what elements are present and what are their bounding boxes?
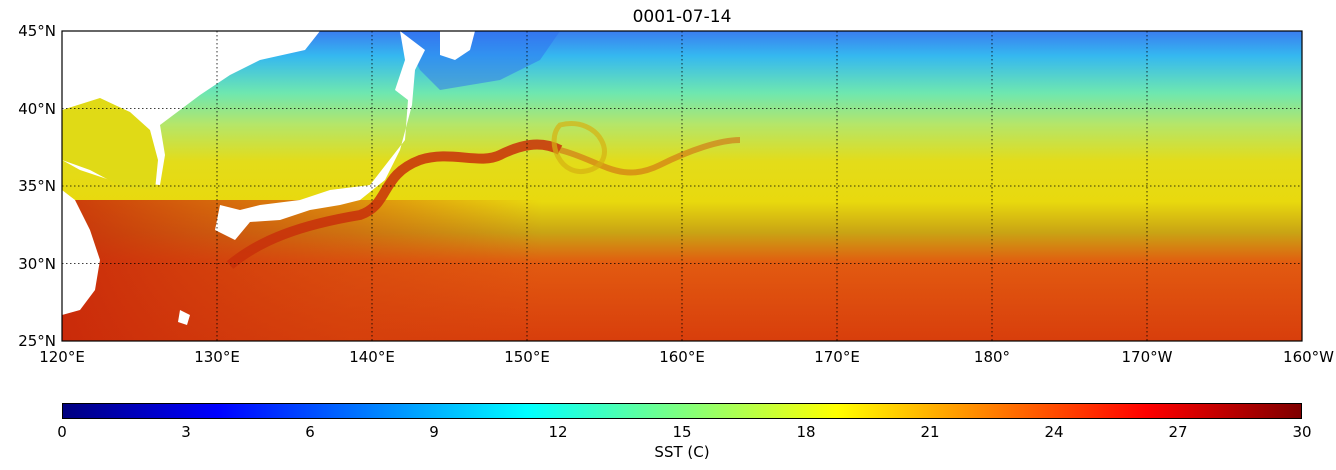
lat-tick-label: 45°N bbox=[18, 22, 56, 40]
colorbar-tick-label: 12 bbox=[548, 423, 568, 441]
colorbar-tick-label: 15 bbox=[672, 423, 692, 441]
lat-tick-label: 25°N bbox=[18, 332, 56, 350]
colorbar-tick-label: 3 bbox=[181, 423, 191, 441]
kuroshio-current bbox=[226, 139, 563, 269]
warm-western-basin bbox=[62, 200, 542, 341]
lat-tick-label: 40°N bbox=[18, 99, 56, 118]
lon-tick-label: 140°E bbox=[349, 348, 395, 366]
lon-tick-label: 160°E bbox=[659, 348, 705, 366]
land-taiwan bbox=[178, 310, 190, 325]
lon-tick-label: 170°E bbox=[814, 348, 860, 366]
colorbar-tick-label: 27 bbox=[1168, 423, 1188, 441]
land-japan bbox=[215, 31, 425, 240]
lon-tick-label: 180° bbox=[973, 348, 1011, 366]
land-hokkaido bbox=[440, 31, 475, 60]
lon-tick-label: 170°W bbox=[1121, 348, 1173, 366]
lat-tick-label: 30°N bbox=[18, 254, 56, 273]
lat-tick-label: 35°N bbox=[18, 177, 56, 195]
colorbar-tick-label: 18 bbox=[796, 423, 816, 441]
colorbar-tick-label: 24 bbox=[1044, 423, 1064, 441]
lon-tick-label: 120°E bbox=[39, 348, 85, 366]
graticule bbox=[62, 31, 1302, 341]
colorbar-tick-label: 0 bbox=[57, 423, 67, 441]
colorbar-tick-label: 9 bbox=[429, 423, 439, 441]
map-frame bbox=[61, 30, 1303, 342]
colorbar-tick-label: 6 bbox=[305, 423, 315, 441]
land-korea-mask bbox=[62, 98, 158, 190]
colorbar bbox=[62, 403, 1302, 419]
lon-tick-label: 130°E bbox=[194, 348, 240, 366]
lon-tick-label: 150°E bbox=[504, 348, 550, 366]
colorbar-label: SST (C) bbox=[654, 443, 710, 461]
land-china-coast bbox=[62, 190, 100, 315]
lon-tick-label: 160°W bbox=[1283, 348, 1334, 366]
colorbar-tick-label: 30 bbox=[1292, 423, 1312, 441]
warm-eddy bbox=[551, 121, 607, 175]
map-title: 0001-07-14 bbox=[632, 7, 732, 27]
kuroshio-extension bbox=[559, 137, 741, 176]
colorbar-tick-label: 21 bbox=[920, 423, 940, 441]
